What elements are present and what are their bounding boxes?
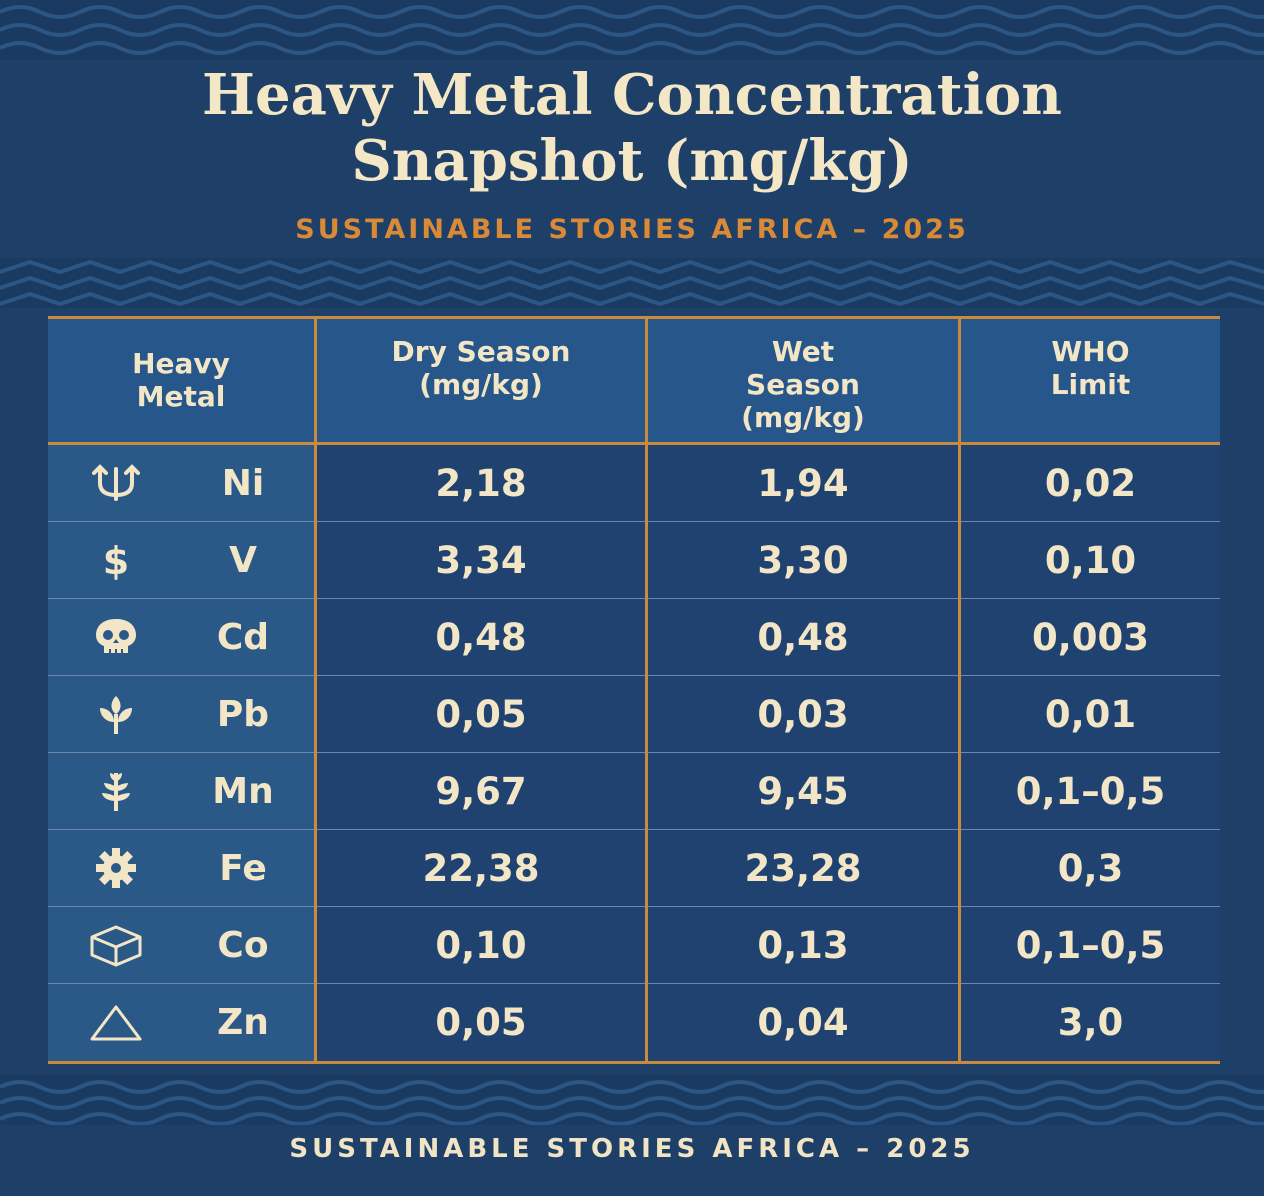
who-limit-value: 0,3 xyxy=(1057,846,1124,890)
footer-credit: SUSTAINABLE STORIES AFRICA – 2025 xyxy=(289,1134,975,1164)
who-limit-value: 3,0 xyxy=(1057,1001,1124,1044)
wave-pattern-bottom xyxy=(0,1080,1264,1125)
table-row: Cd 0,48 0,48 0,003 xyxy=(48,599,1220,676)
who-limit-value: 0,003 xyxy=(1031,615,1150,659)
bottom-pattern-band xyxy=(0,1075,1264,1125)
column-divider xyxy=(645,319,648,1061)
metal-cell: Pb xyxy=(48,676,314,752)
dry-season-value: 22,38 xyxy=(422,846,540,890)
metal-symbol: Co xyxy=(217,924,269,966)
wet-season-value: 0,04 xyxy=(757,1001,849,1044)
metal-cell: Ni xyxy=(48,445,314,521)
wet-season-value: 1,94 xyxy=(757,461,849,505)
wheat-icon xyxy=(86,769,146,813)
dry-season-value: 3,34 xyxy=(435,538,527,582)
title-line-2: Snapshot (mg/kg) xyxy=(351,128,913,194)
table-row: $ V 3,34 3,30 0,10 xyxy=(48,522,1220,599)
svg-text:$: $ xyxy=(103,539,129,582)
who-limit-value: 0,10 xyxy=(1044,538,1137,582)
metal-cell: $ V xyxy=(48,522,314,598)
metal-cell: Fe xyxy=(48,830,314,906)
metal-cell: Cd xyxy=(48,599,314,675)
table-header: Heavy Metal Dry Season (mg/kg) Wet Seaso… xyxy=(48,319,1220,445)
table-row: Pb 0,05 0,03 0,01 xyxy=(48,676,1220,753)
triangle-icon xyxy=(86,1001,146,1045)
header-dry-season: Dry Season (mg/kg) xyxy=(391,335,571,401)
who-limit-value: 0,02 xyxy=(1044,461,1137,505)
metal-symbol: V xyxy=(229,539,257,581)
metal-symbol: Ni xyxy=(221,462,265,504)
wet-season-value: 0,48 xyxy=(757,615,849,659)
subtitle: SUSTAINABLE STORIES AFRICA – 2025 xyxy=(295,214,969,245)
dry-season-value: 0,10 xyxy=(435,923,527,967)
metal-symbol: Pb xyxy=(216,693,270,735)
wet-season-value: 0,13 xyxy=(757,923,849,967)
skull-icon xyxy=(86,615,146,659)
top-pattern-band xyxy=(0,0,1264,60)
dry-season-value: 0,48 xyxy=(435,615,527,659)
metal-symbol: Fe xyxy=(219,847,267,889)
wet-season-value: 9,45 xyxy=(757,769,849,813)
table-row: Ni 2,18 1,94 0,02 xyxy=(48,445,1220,522)
zigzag-pattern-mid xyxy=(0,259,1264,307)
dry-season-value: 2,18 xyxy=(435,461,527,505)
trident-icon xyxy=(86,461,146,505)
table-row: Co 0,10 0,13 0,1–0,5 xyxy=(48,907,1220,984)
metal-cell: Mn xyxy=(48,753,314,829)
who-limit-value: 0,1–0,5 xyxy=(1015,923,1166,967)
metal-symbol: Zn xyxy=(217,1002,269,1043)
table-row: Fe 22,38 23,28 0,3 xyxy=(48,830,1220,907)
title-line-1: Heavy Metal Concentration xyxy=(202,62,1062,128)
wet-season-value: 0,03 xyxy=(757,692,849,736)
metal-table: Heavy Metal Dry Season (mg/kg) Wet Seaso… xyxy=(48,316,1220,1064)
page-title: Heavy Metal Concentration Snapshot (mg/k… xyxy=(0,62,1264,194)
header-who-limit: WHO Limit xyxy=(1050,335,1131,401)
dry-season-value: 0,05 xyxy=(435,1001,527,1044)
wet-season-value: 3,30 xyxy=(757,538,849,582)
plant-icon xyxy=(86,692,146,736)
metal-symbol: Mn xyxy=(212,770,274,812)
metal-cell: Zn xyxy=(48,984,314,1061)
who-limit-value: 0,01 xyxy=(1044,692,1137,736)
header-heavy-metal: Heavy Metal xyxy=(132,347,230,413)
metal-symbol: Cd xyxy=(216,616,270,658)
header-wet-season: Wet Season (mg/kg) xyxy=(741,335,865,434)
dry-season-value: 9,67 xyxy=(435,769,527,813)
gear-icon xyxy=(86,846,146,890)
dollar-icon: $ xyxy=(86,538,146,582)
dry-season-value: 0,05 xyxy=(435,692,527,736)
who-limit-value: 0,1–0,5 xyxy=(1015,769,1166,813)
metal-cell: Co xyxy=(48,907,314,983)
column-divider xyxy=(314,319,317,1061)
cube-icon xyxy=(86,923,146,967)
wave-pattern-top xyxy=(0,5,1264,55)
column-divider xyxy=(958,319,961,1061)
table-row: Zn 0,05 0,04 3,0 xyxy=(48,984,1220,1061)
middle-pattern-band xyxy=(0,258,1264,308)
table-row: Mn 9,67 9,45 0,1–0,5 xyxy=(48,753,1220,830)
wet-season-value: 23,28 xyxy=(744,846,862,890)
